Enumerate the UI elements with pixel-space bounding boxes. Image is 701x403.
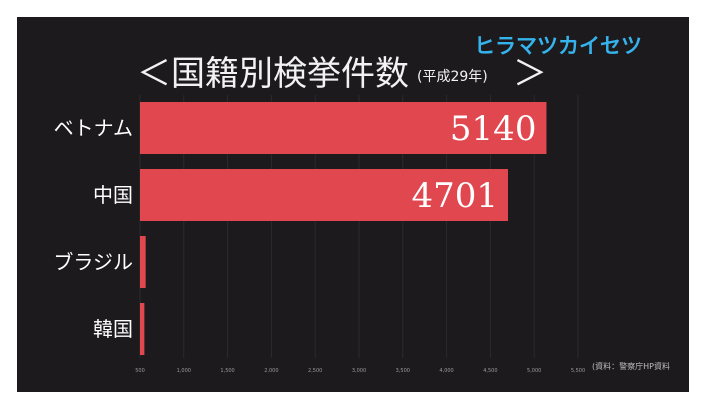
category-label: 韓国: [93, 317, 133, 341]
x-tick-labels: 500 1,000 1,500 2,000 2,500 3,000 3,500 4,000 4,…: [135, 368, 585, 374]
bar: [140, 303, 145, 355]
chart-title-suffix: (平成29年): [417, 69, 488, 85]
source-note: (資料：警察庁HP資料: [592, 361, 670, 371]
category-label: ベトナム: [54, 116, 133, 140]
x-tick-label: 4,000: [439, 368, 453, 374]
bars: 5140 4701: [140, 102, 547, 355]
x-tick-label: 5,000: [527, 368, 541, 374]
bar: [140, 169, 509, 221]
watermark-text: ヒラマツカイセツ: [474, 34, 642, 58]
x-tick-label: 3,500: [396, 368, 410, 374]
chart-title: ＜国籍別検挙件数: [137, 54, 409, 94]
x-tick-label: 500: [135, 368, 145, 374]
category-label: 中国: [93, 183, 133, 207]
x-tick-label: 4,500: [483, 368, 497, 374]
x-tick-label: 2,000: [264, 368, 278, 374]
bar: [140, 102, 547, 154]
x-tick-label: 1,000: [177, 368, 191, 374]
bar-value-label: 4701: [411, 176, 498, 216]
x-tick-label: 2,500: [308, 368, 322, 374]
chart-title-close: ＞: [513, 54, 547, 94]
x-tick-label: 5,500: [571, 368, 585, 374]
bar: [140, 236, 146, 288]
bar-value-label: 5140: [450, 109, 537, 149]
x-tick-label: 1,500: [220, 368, 234, 374]
category-label: ブラジル: [53, 250, 133, 274]
x-tick-label: 3,000: [352, 368, 366, 374]
